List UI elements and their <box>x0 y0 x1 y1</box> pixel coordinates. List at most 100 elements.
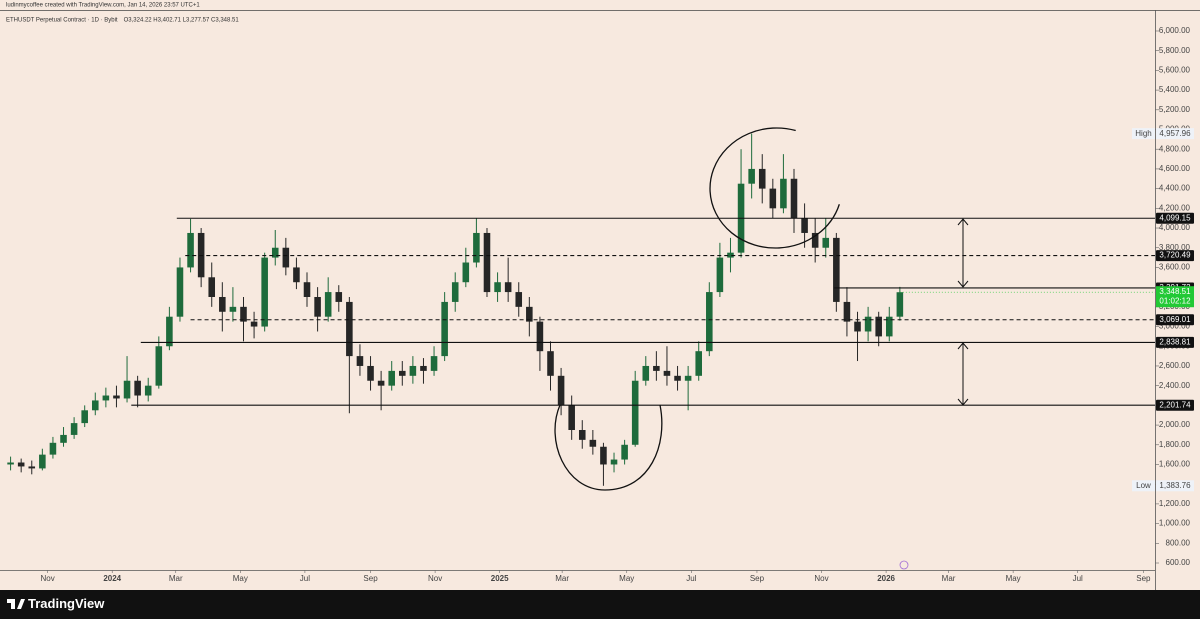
last-price-label: 3,348.51 <box>1159 287 1191 296</box>
candle-body <box>706 292 713 352</box>
low-mark-box <box>1156 480 1194 492</box>
candle-body <box>473 232 480 263</box>
y-tick-label: 600.00 <box>1166 558 1191 567</box>
candle-body <box>399 370 406 376</box>
candle-body <box>727 252 734 258</box>
candle-body <box>430 356 438 371</box>
y-tick-label: 800.00 <box>1166 538 1191 547</box>
candle-body <box>483 232 491 293</box>
candle-body <box>134 380 141 396</box>
candle-body <box>324 292 332 317</box>
candle-body <box>526 306 533 322</box>
candle-body <box>81 410 88 424</box>
candle-body <box>621 444 628 460</box>
high-mark-label: 4,957.96 <box>1159 129 1191 138</box>
candle-body <box>885 316 893 337</box>
y-tick-label: 5,400.00 <box>1159 85 1191 94</box>
y-tick-label: 2,600.00 <box>1159 361 1191 370</box>
level-label-box <box>1156 336 1194 348</box>
candle-body <box>504 282 512 293</box>
y-tick-label: 1,600.00 <box>1159 460 1191 469</box>
candle-body <box>367 365 374 381</box>
x-tick-label: Mar <box>942 574 956 583</box>
candle-body <box>17 462 25 467</box>
candle-body <box>346 301 353 357</box>
y-tick-label: 5,200.00 <box>1159 105 1191 114</box>
candle-body <box>261 257 268 327</box>
candle-body <box>144 385 152 396</box>
candle-body <box>843 301 851 322</box>
header: ludinmycoffee created with TradingView.c… <box>6 3 200 9</box>
x-tick-label: Jul <box>300 574 310 583</box>
candle-body <box>420 365 427 371</box>
high-mark-tag: High <box>1135 129 1151 138</box>
chart-title: ETHUSDT Perpetual Contract · 1D · Bybit <box>6 18 118 24</box>
candle-body <box>176 267 184 317</box>
candle-body <box>377 380 385 386</box>
candle-body <box>91 400 99 411</box>
candle-body <box>695 351 702 376</box>
x-tick-label: 2025 <box>491 574 509 583</box>
candle-body <box>271 247 279 258</box>
level-label: 2,838.81 <box>1159 338 1191 347</box>
y-tick-label: 4,000.00 <box>1159 223 1191 232</box>
candle-body <box>229 306 237 312</box>
candle-body <box>515 292 523 307</box>
candle-body <box>240 306 247 322</box>
x-tick-label: 2026 <box>877 574 895 583</box>
footer-logo <box>7 599 25 609</box>
candle-body <box>896 292 904 317</box>
level-label: 3,069.01 <box>1159 315 1191 324</box>
candle-body <box>494 282 501 293</box>
candle-body <box>716 257 724 293</box>
candle-body <box>70 423 78 435</box>
candle-body <box>547 351 554 376</box>
candle-body <box>568 405 575 430</box>
candle-body <box>663 370 671 376</box>
x-tick-label: Mar <box>555 574 569 583</box>
level-label-box <box>1156 212 1194 224</box>
candle-body <box>610 459 618 465</box>
last-price-box <box>1156 286 1194 308</box>
candle-body <box>219 296 226 312</box>
x-tick-label: Mar <box>169 574 183 583</box>
candle-body <box>833 237 840 302</box>
candle-body <box>748 168 755 184</box>
candle-body <box>314 296 321 317</box>
y-tick-label: 3,800.00 <box>1159 243 1191 252</box>
candle-body <box>780 178 787 209</box>
candle-body <box>7 462 14 465</box>
y-tick-label: 2,000.00 <box>1159 420 1191 429</box>
x-tick-label: May <box>233 574 248 583</box>
low-mark-tag-box <box>1132 480 1155 492</box>
candle-body <box>769 188 777 209</box>
high-mark-tag-box <box>1132 128 1155 140</box>
candle-body <box>187 232 194 268</box>
candle-body <box>208 277 216 297</box>
candle-body <box>155 346 163 386</box>
candle-body <box>388 370 395 386</box>
y-tick-label: 3,600.00 <box>1159 263 1191 272</box>
candle-body <box>282 247 290 268</box>
event-icon <box>899 560 909 570</box>
x-tick-label: 2024 <box>103 574 121 583</box>
candle-body <box>441 301 448 357</box>
candle-body <box>600 446 607 465</box>
candle-body <box>250 321 258 327</box>
candle-body <box>684 375 692 381</box>
x-tick-label: May <box>619 574 634 583</box>
y-tick-label: 6,000.00 <box>1159 26 1191 35</box>
candle-body <box>123 380 131 399</box>
candle-body <box>822 237 830 248</box>
x-tick-label: Sep <box>363 574 378 583</box>
candle-body <box>39 454 46 469</box>
candle-body <box>356 356 364 366</box>
candle-body <box>451 282 459 302</box>
candle-body <box>674 375 681 381</box>
candle-body <box>758 168 766 189</box>
candle-body <box>462 262 470 283</box>
drawn-circle-top <box>709 127 843 249</box>
drawn-circle-bottom <box>554 404 663 491</box>
